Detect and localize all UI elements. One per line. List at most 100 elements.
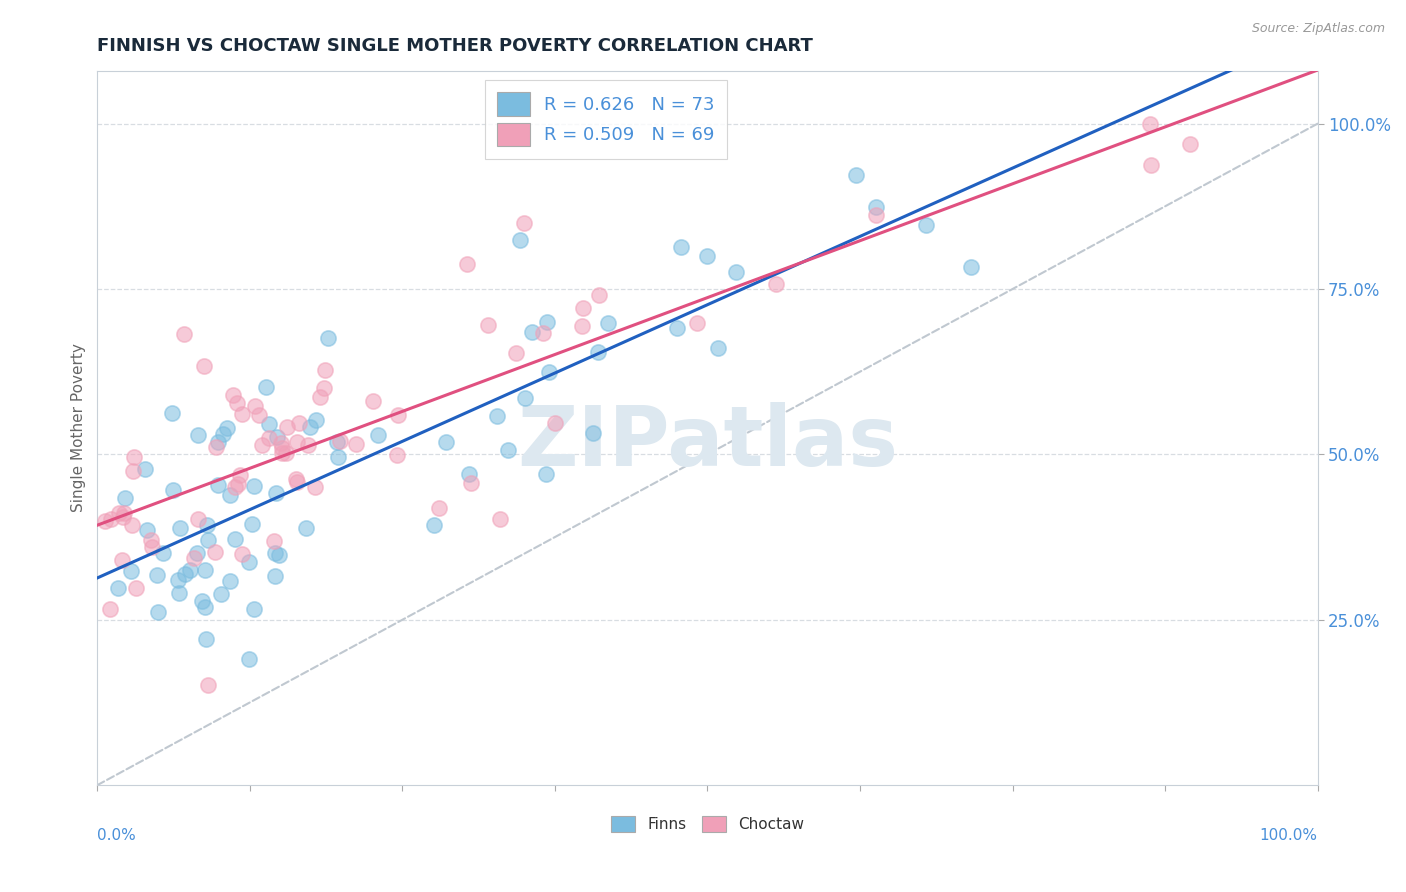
Point <box>531 326 554 341</box>
Point <box>385 448 408 462</box>
Point <box>240 517 263 532</box>
Point <box>226 477 249 491</box>
Point <box>536 315 558 329</box>
Point <box>243 399 266 413</box>
Point <box>162 483 184 497</box>
Point <box>179 563 201 577</box>
Point <box>209 587 232 601</box>
Point <box>197 678 219 692</box>
Point <box>191 593 214 607</box>
Point <box>959 260 981 274</box>
Point <box>254 380 277 394</box>
Point <box>696 249 718 263</box>
Point <box>231 407 253 421</box>
Text: 100.0%: 100.0% <box>1260 828 1317 843</box>
Point <box>486 409 509 423</box>
Point <box>1178 137 1201 152</box>
Point <box>456 257 478 271</box>
Point <box>108 506 131 520</box>
Point <box>915 219 938 233</box>
Text: ZIPatlas: ZIPatlas <box>517 401 898 483</box>
Point <box>122 450 145 464</box>
Point <box>270 436 292 450</box>
Legend: Finns, Choctaw: Finns, Choctaw <box>605 810 810 838</box>
Point <box>509 233 531 247</box>
Point <box>457 467 479 482</box>
Point <box>344 437 367 451</box>
Point <box>187 511 209 525</box>
Point <box>212 427 235 442</box>
Point <box>267 548 290 562</box>
Point <box>120 564 142 578</box>
Point <box>204 545 226 559</box>
Point <box>1139 158 1161 172</box>
Point <box>266 430 288 444</box>
Point <box>845 168 868 182</box>
Point <box>434 434 457 449</box>
Y-axis label: Single Mother Poverty: Single Mother Poverty <box>72 343 86 512</box>
Point <box>496 442 519 457</box>
Point <box>174 567 197 582</box>
Point <box>238 555 260 569</box>
Point <box>173 326 195 341</box>
Point <box>121 517 143 532</box>
Point <box>274 446 297 460</box>
Text: 0.0%: 0.0% <box>97 828 136 843</box>
Point <box>513 216 536 230</box>
Point <box>326 434 349 449</box>
Point <box>572 301 595 315</box>
Point <box>665 321 688 335</box>
Point <box>538 365 561 379</box>
Point <box>571 318 593 333</box>
Point <box>520 325 543 339</box>
Point <box>460 475 482 490</box>
Point <box>284 472 307 486</box>
Point <box>276 419 298 434</box>
Point <box>588 344 610 359</box>
Point <box>429 500 451 515</box>
Text: Source: ZipAtlas.com: Source: ZipAtlas.com <box>1251 22 1385 36</box>
Point <box>305 413 328 427</box>
Point <box>515 392 537 406</box>
Point <box>134 462 156 476</box>
Point <box>582 425 605 440</box>
Point <box>671 240 693 254</box>
Point <box>112 506 135 520</box>
Point <box>865 200 887 214</box>
Point <box>141 540 163 554</box>
Point <box>146 605 169 619</box>
Point <box>309 390 332 404</box>
Point <box>544 416 567 430</box>
Point <box>183 550 205 565</box>
Point <box>242 479 264 493</box>
Point <box>224 532 246 546</box>
Point <box>263 533 285 548</box>
Point <box>166 574 188 588</box>
Point <box>252 438 274 452</box>
Point <box>706 341 728 355</box>
Point <box>221 388 243 402</box>
Point <box>367 428 389 442</box>
Point <box>205 441 228 455</box>
Point <box>125 581 148 595</box>
Point <box>724 265 747 279</box>
Point <box>114 491 136 506</box>
Point <box>100 512 122 526</box>
Point <box>121 464 143 478</box>
Point <box>195 518 218 533</box>
Point <box>226 395 249 409</box>
Point <box>294 520 316 534</box>
Point <box>207 478 229 492</box>
Point <box>257 431 280 445</box>
Point <box>247 409 270 423</box>
Point <box>271 446 294 460</box>
Point <box>107 581 129 595</box>
Point <box>865 208 887 222</box>
Point <box>314 381 336 395</box>
Point <box>152 546 174 560</box>
Point <box>135 523 157 537</box>
Point <box>194 599 217 614</box>
Point <box>765 277 787 292</box>
Point <box>288 417 311 431</box>
Point <box>257 417 280 431</box>
